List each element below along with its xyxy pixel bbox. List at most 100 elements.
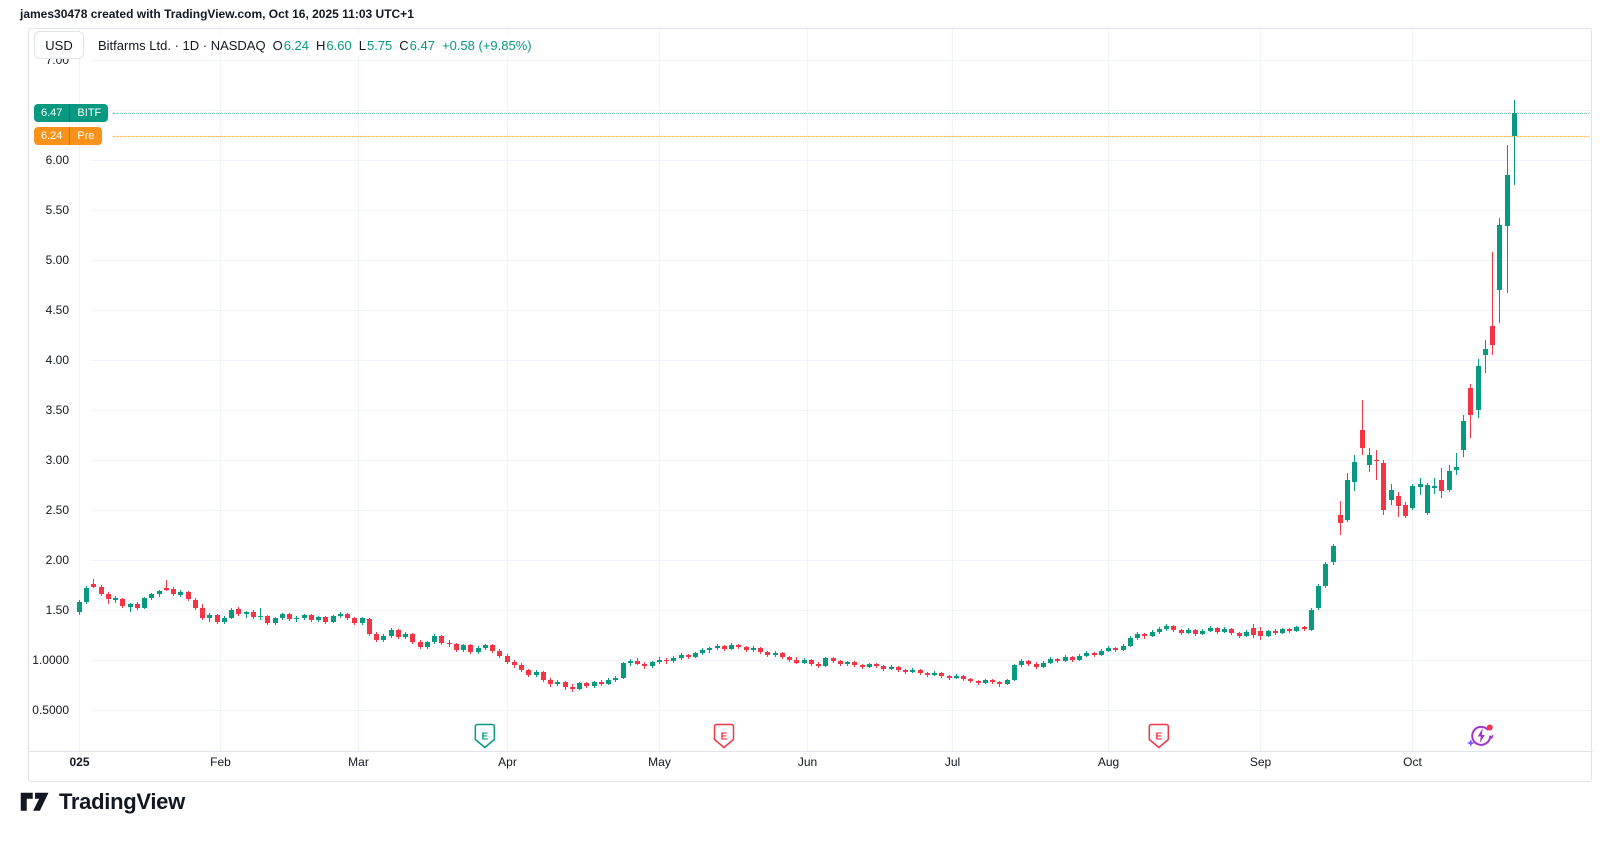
- candle-body: [968, 679, 973, 681]
- candle-body: [1099, 651, 1104, 655]
- candle: [1034, 662, 1039, 669]
- candle: [1309, 608, 1314, 631]
- last-price-tag: 6.47 BITF: [34, 104, 109, 122]
- candle-body: [1490, 326, 1495, 345]
- candle: [186, 591, 191, 601]
- candle-body: [1389, 490, 1394, 500]
- candle-body: [1396, 496, 1401, 506]
- candle: [99, 585, 104, 596]
- y-axis-label: 5.00: [46, 253, 70, 267]
- candle: [1316, 584, 1321, 610]
- candle: [932, 671, 937, 676]
- candle-body: [1461, 421, 1466, 450]
- candle-body: [1019, 661, 1024, 665]
- candle-body: [1121, 646, 1126, 650]
- premarket-price-tag: 6.24 Pre: [34, 127, 102, 145]
- candle-body: [816, 664, 821, 666]
- candle: [1454, 453, 1459, 475]
- candle: [461, 644, 466, 652]
- candle-body: [635, 661, 640, 664]
- candle-body: [628, 661, 633, 663]
- candle: [1019, 659, 1024, 667]
- candle: [910, 668, 915, 673]
- candle-body: [200, 608, 205, 618]
- candle: [1266, 630, 1271, 637]
- earnings-icon[interactable]: E: [713, 723, 735, 749]
- candle-body: [113, 598, 118, 600]
- candle-body: [280, 614, 285, 618]
- candle: [976, 680, 981, 685]
- candle: [244, 611, 249, 618]
- candle: [331, 615, 336, 623]
- candle: [374, 632, 379, 642]
- candle-body: [1287, 629, 1292, 631]
- candle-body: [1048, 659, 1053, 663]
- candle-body: [396, 630, 401, 637]
- x-axis-label: Sep: [1250, 755, 1272, 769]
- candle-body: [773, 653, 778, 655]
- candle: [505, 654, 510, 664]
- candle: [1157, 627, 1162, 634]
- candle: [287, 613, 292, 621]
- candle: [1113, 647, 1118, 652]
- y-axis-label: 2.50: [46, 503, 70, 517]
- candle-body: [903, 670, 908, 672]
- candlestick-chart[interactable]: 025 Feb Mar Apr May Jun Jul Aug Sep Oct7.006.005.…: [29, 29, 1593, 783]
- candle-body: [947, 676, 952, 678]
- earnings-glyph: E: [481, 732, 488, 743]
- candle-body: [751, 648, 756, 650]
- candle-body: [715, 646, 720, 648]
- y-axis-label: 4.50: [46, 303, 70, 317]
- candle: [823, 657, 828, 667]
- candle: [1026, 660, 1031, 666]
- candle-body: [1034, 664, 1039, 667]
- candle: [1381, 460, 1386, 515]
- earnings-icon[interactable]: E: [1148, 723, 1170, 749]
- candle-body: [236, 609, 241, 614]
- candle-body: [729, 645, 734, 649]
- candle: [389, 628, 394, 638]
- candle: [1244, 630, 1249, 637]
- y-axis-label: 5.50: [46, 203, 70, 217]
- y-axis-label: 6.00: [46, 153, 70, 167]
- candle-body: [1374, 460, 1379, 461]
- candle-body: [744, 647, 749, 650]
- ohlc-high: H 6.60: [316, 37, 352, 53]
- candle: [418, 640, 423, 649]
- candle-body: [802, 660, 807, 663]
- candle-body: [599, 682, 604, 684]
- candle-body: [468, 645, 473, 652]
- candle: [541, 671, 546, 682]
- candle: [1302, 626, 1307, 631]
- candle-body: [664, 660, 669, 661]
- candle-body: [229, 610, 234, 618]
- candle-body: [1237, 633, 1242, 636]
- candle-body: [1106, 648, 1111, 651]
- candle-body: [555, 682, 560, 684]
- candle-body: [809, 660, 814, 664]
- candle: [845, 661, 850, 666]
- earnings-icon[interactable]: E: [474, 723, 496, 749]
- candle-body: [621, 663, 626, 678]
- candle: [345, 613, 350, 620]
- x-axis-label: Mar: [348, 755, 369, 769]
- price-change: +0.58 (+9.85%): [441, 37, 532, 53]
- candle: [563, 681, 568, 690]
- tradingview-logo[interactable]: TradingView: [20, 789, 185, 815]
- candle-body: [374, 634, 379, 640]
- candle: [773, 651, 778, 657]
- candle-body: [309, 615, 314, 620]
- candle-body: [874, 664, 879, 666]
- candle: [671, 656, 676, 663]
- cycle-lightning-icon[interactable]: [1466, 724, 1494, 748]
- symbol-title[interactable]: Bitfarms Ltd. · 1D · NASDAQ O 6.24 H 6.60 …: [94, 34, 540, 56]
- candle: [555, 680, 560, 686]
- candle-body: [1077, 656, 1082, 660]
- candle-body: [1468, 388, 1473, 415]
- candle-body: [1294, 627, 1299, 631]
- candle: [1490, 252, 1495, 355]
- candle-body: [215, 615, 220, 622]
- currency-button[interactable]: USD: [34, 31, 84, 59]
- candle: [236, 607, 241, 616]
